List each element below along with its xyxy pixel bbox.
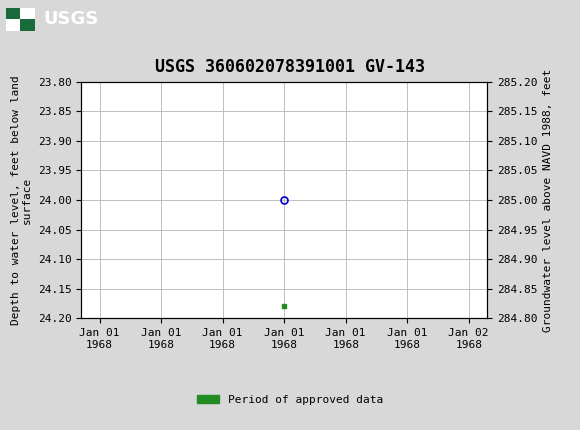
Bar (20, 19, 35, 31)
Bar (6, 19, 20, 31)
Y-axis label: Depth to water level, feet below land
surface: Depth to water level, feet below land su… (10, 75, 32, 325)
Text: USGS: USGS (44, 10, 99, 28)
Bar (6, 8, 20, 19)
Bar (20, 8, 35, 19)
Y-axis label: Groundwater level above NAVD 1988, feet: Groundwater level above NAVD 1988, feet (543, 68, 553, 332)
Legend: Period of approved data: Period of approved data (193, 390, 387, 409)
Text: USGS 360602078391001 GV-143: USGS 360602078391001 GV-143 (155, 58, 425, 76)
